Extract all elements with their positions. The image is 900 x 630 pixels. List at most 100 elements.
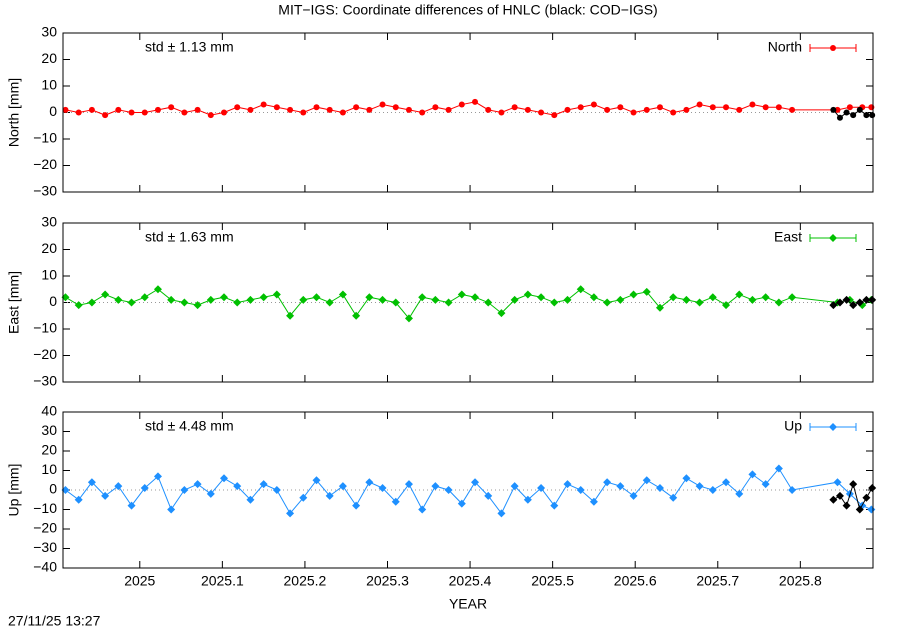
data-point	[510, 295, 519, 304]
legend-label: East	[774, 229, 802, 245]
data-point	[233, 482, 242, 491]
data-point	[102, 112, 109, 119]
data-point	[220, 293, 229, 302]
data-point	[656, 104, 663, 111]
data-point	[246, 495, 255, 504]
data-point	[392, 104, 399, 111]
data-point	[194, 106, 201, 113]
data-point	[445, 106, 452, 113]
chart-title: MIT−IGS: Coordinate differences of HNLC …	[278, 2, 657, 18]
data-point	[576, 486, 585, 494]
data-point	[642, 287, 651, 296]
data-point	[259, 480, 268, 489]
data-point	[391, 497, 400, 506]
data-point	[114, 482, 123, 491]
data-point	[339, 109, 346, 116]
data-point	[629, 491, 638, 500]
y-tick-label: 0	[49, 481, 57, 497]
data-point	[788, 293, 797, 302]
data-point	[510, 482, 519, 491]
data-point	[300, 109, 307, 116]
data-point	[259, 293, 268, 302]
data-point	[722, 478, 731, 487]
data-point	[774, 464, 783, 473]
data-point	[735, 290, 744, 299]
data-point	[220, 474, 229, 483]
data-point	[431, 482, 440, 491]
data-point	[471, 293, 480, 302]
data-point	[537, 484, 546, 493]
data-point	[101, 491, 110, 500]
data-point	[471, 478, 480, 487]
data-point	[629, 290, 638, 299]
data-point	[260, 101, 267, 108]
data-point	[748, 295, 757, 304]
data-point	[206, 295, 215, 304]
data-point	[603, 478, 612, 487]
data-point	[153, 285, 162, 294]
data-point	[312, 476, 321, 485]
x-tick-label: 2025.7	[696, 573, 739, 589]
x-tick-label: 2025.4	[449, 573, 492, 589]
data-point	[457, 499, 466, 508]
legend-label: Up	[784, 418, 802, 434]
data-point	[722, 301, 731, 310]
data-point	[140, 293, 149, 302]
data-point	[391, 298, 400, 307]
y-tick-label: −10	[33, 130, 57, 146]
data-point	[829, 301, 838, 310]
x-tick-label: 2025.8	[779, 573, 822, 589]
data-point	[830, 106, 837, 113]
data-point	[843, 109, 850, 116]
data-point	[167, 505, 176, 514]
data-point	[642, 476, 651, 485]
x-tick-label: 2025.6	[614, 573, 657, 589]
data-point	[272, 290, 281, 299]
data-point	[404, 314, 413, 323]
data-point	[365, 478, 374, 487]
data-point	[655, 484, 664, 493]
data-point	[498, 109, 505, 116]
timestamp: 27/11/25 13:27	[8, 613, 101, 629]
annotation: std ± 1.63 mm	[145, 229, 234, 245]
data-point	[497, 509, 506, 518]
data-point	[62, 106, 69, 113]
data-point	[378, 484, 387, 493]
data-point	[286, 509, 295, 518]
legend-label: North	[768, 39, 802, 55]
data-point	[842, 501, 851, 510]
data-point	[432, 104, 439, 111]
data-point	[365, 293, 374, 302]
data-point	[444, 298, 453, 307]
data-point	[74, 301, 83, 310]
data-point	[221, 109, 228, 116]
y-tick-label: 30	[41, 214, 57, 230]
data-point	[869, 112, 876, 119]
data-point	[736, 106, 743, 113]
data-point	[511, 104, 518, 111]
data-point	[206, 489, 215, 498]
data-point	[616, 482, 625, 491]
data-point	[287, 106, 294, 113]
data-point	[313, 104, 320, 111]
y-axis-label: North [mm]	[6, 78, 22, 147]
data-point	[655, 303, 664, 312]
data-point	[863, 112, 870, 119]
data-point	[775, 104, 782, 111]
data-point	[695, 298, 704, 307]
data-point	[484, 491, 493, 500]
legend-marker	[829, 423, 837, 431]
data-point	[404, 480, 413, 489]
data-point	[855, 298, 864, 307]
data-point	[472, 98, 479, 105]
data-point	[127, 501, 136, 510]
data-point	[708, 293, 717, 302]
data-point	[419, 109, 426, 116]
y-tick-label: −10	[33, 320, 57, 336]
data-point	[709, 104, 716, 111]
data-point	[862, 295, 871, 304]
data-point	[246, 295, 255, 304]
data-point	[168, 104, 175, 111]
